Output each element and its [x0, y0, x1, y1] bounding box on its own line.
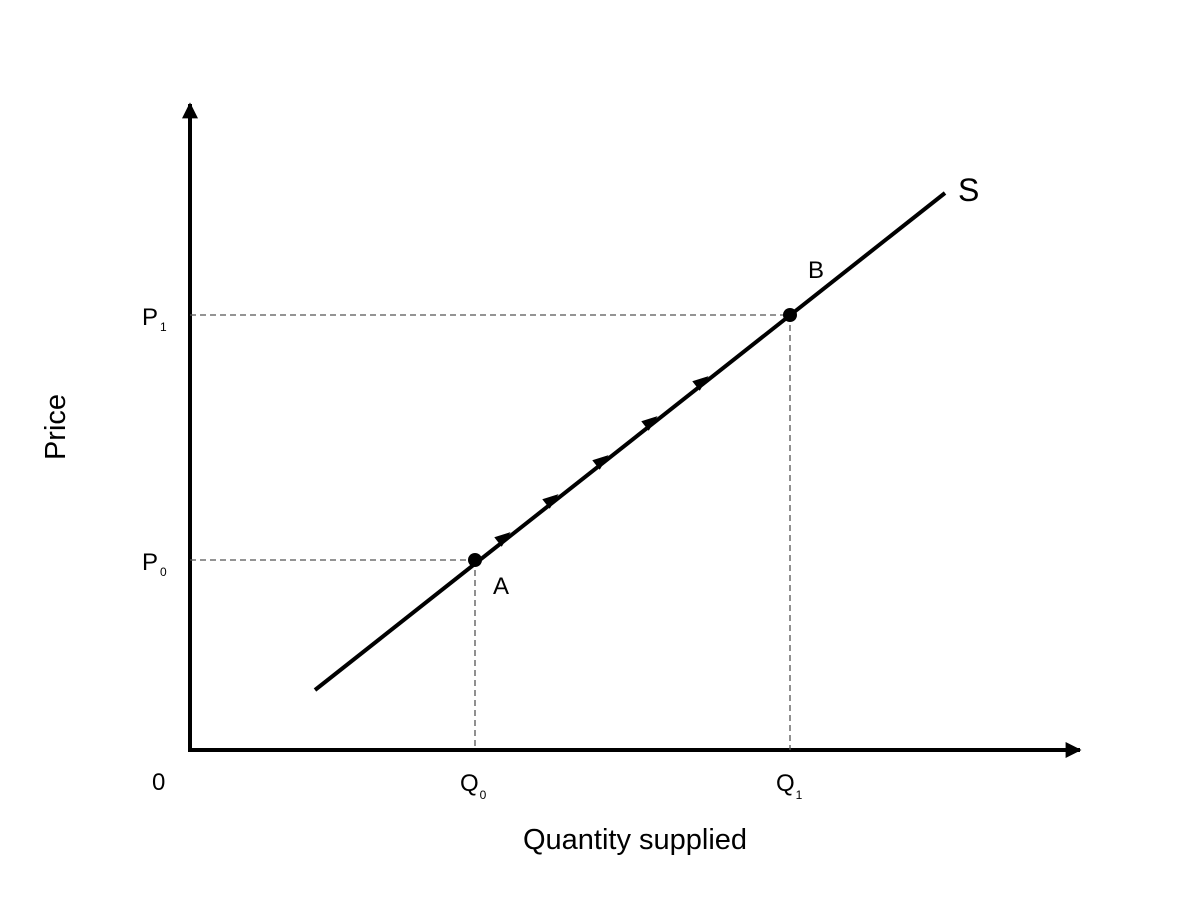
point-b-label: B — [808, 257, 824, 284]
x-axis-label: Quantity supplied — [523, 824, 747, 856]
q0-label: Q0 — [460, 770, 487, 802]
y-axis-label: Price — [40, 394, 72, 460]
guide-lines — [190, 314, 791, 750]
point-a-label: A — [493, 573, 509, 600]
movement-arrows — [494, 376, 709, 547]
q1-sub: 1 — [796, 788, 803, 802]
point-b — [783, 308, 797, 322]
q1-main: Q — [776, 770, 795, 797]
point-a — [468, 553, 482, 567]
p0-main: P — [142, 549, 158, 576]
curve-label: S — [958, 172, 979, 208]
q1-label: Q1 — [776, 770, 803, 802]
p1-sub: 1 — [160, 320, 167, 334]
p1-main: P — [142, 304, 158, 331]
origin-label: 0 — [152, 769, 165, 796]
q0-sub: 0 — [480, 788, 487, 802]
p0-sub: 0 — [160, 565, 167, 579]
q0-main: Q — [460, 770, 479, 797]
supply-curve — [313, 191, 947, 692]
